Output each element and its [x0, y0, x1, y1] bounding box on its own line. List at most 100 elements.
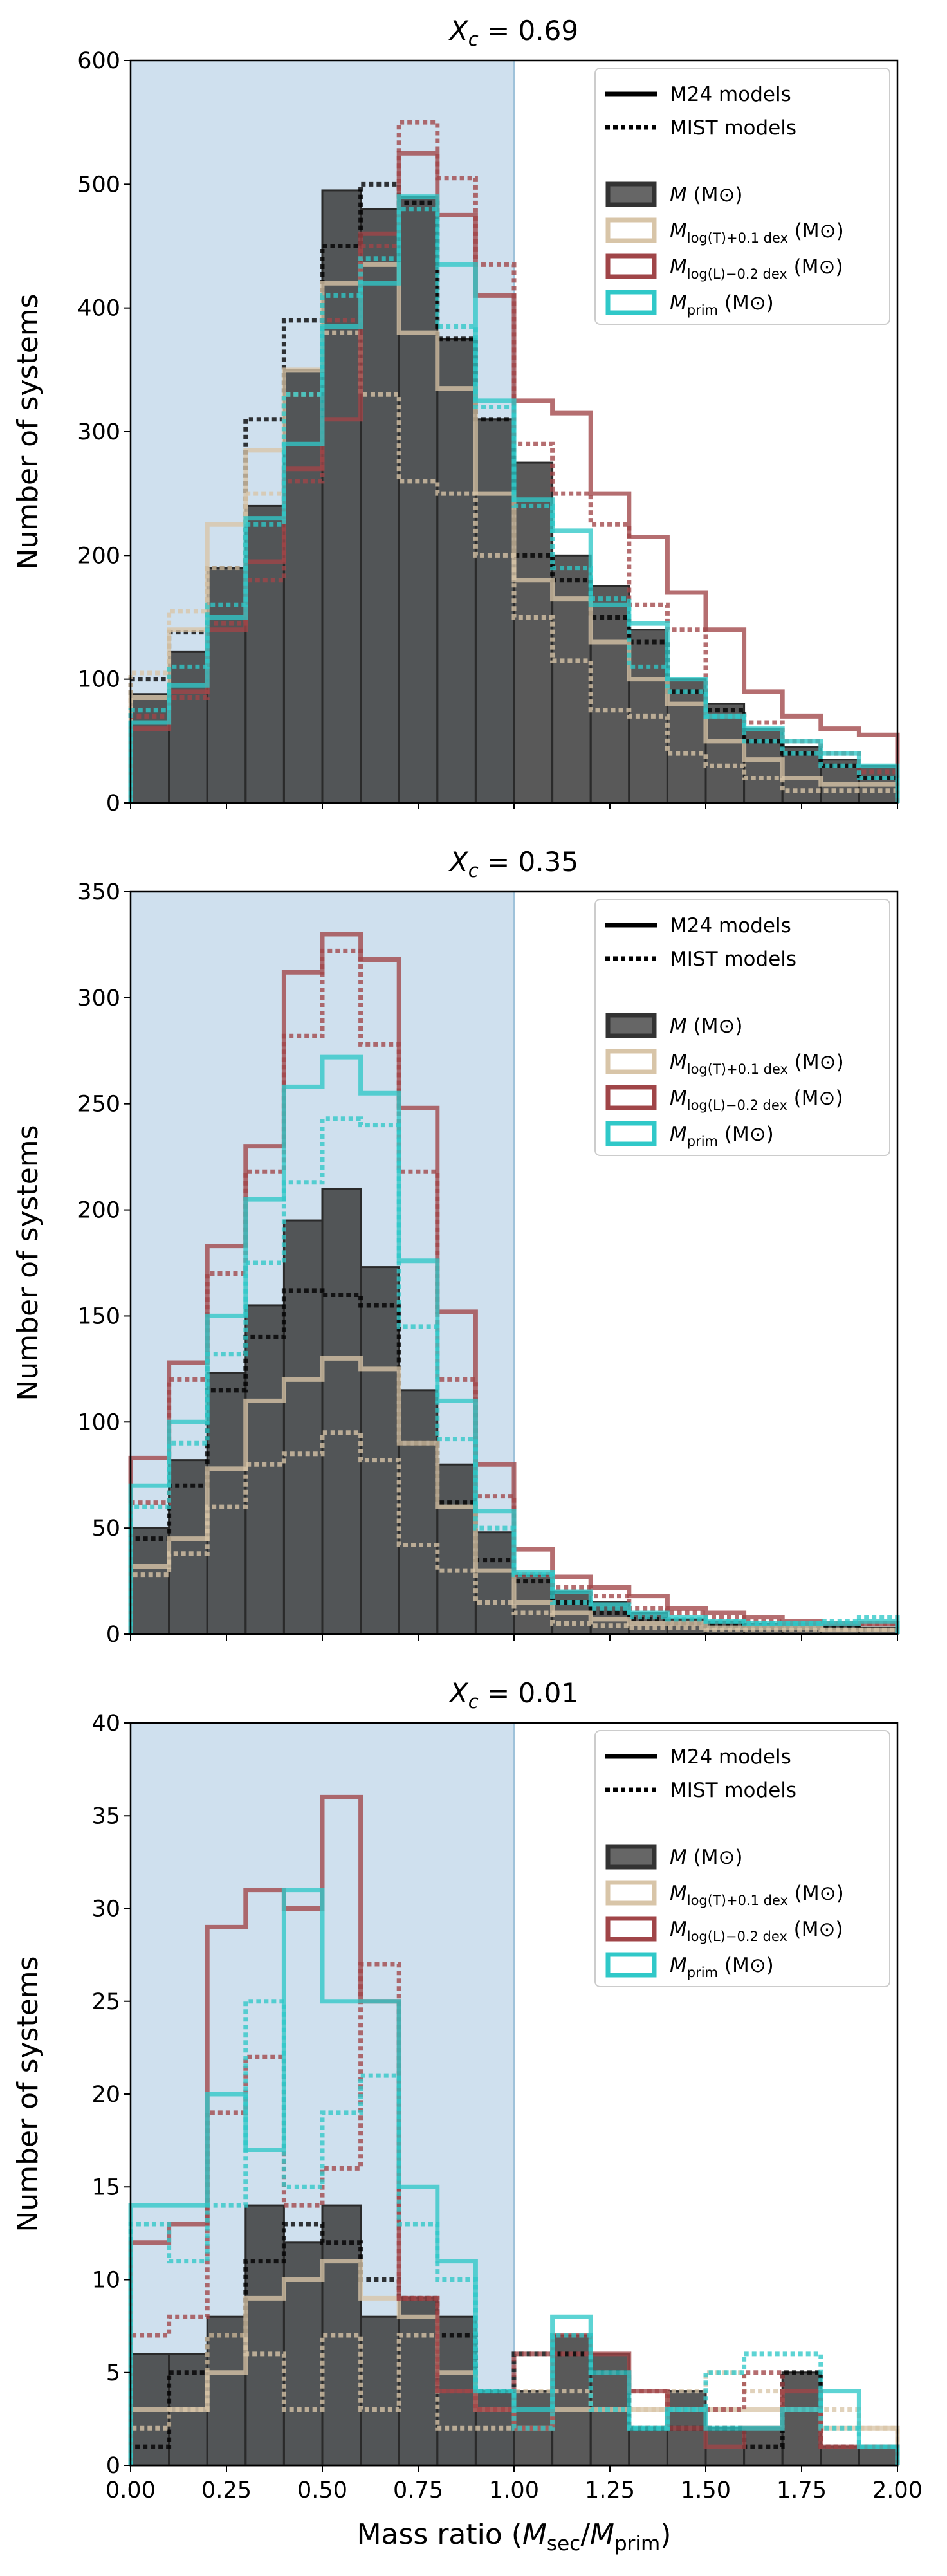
title-subscript: c — [468, 28, 479, 50]
legend-label: Mprim (M⊙) — [670, 1954, 774, 1980]
legend-m: M — [670, 291, 687, 315]
x-axis-label: Mass ratio (Msec/Mprim) — [357, 2518, 672, 2555]
histogram-step — [128, 2333, 900, 2465]
legend-box — [594, 68, 890, 325]
legend-m: M — [670, 1051, 687, 1074]
y-tick-label: 40 — [91, 1711, 120, 1736]
title-value: = 0.69 — [479, 15, 578, 46]
legend-label: M24 models — [670, 914, 791, 937]
bar — [820, 2445, 860, 2467]
x-label-text: Mass ratio ( — [357, 2518, 522, 2551]
x-tick-label: 1.25 — [585, 2478, 635, 2503]
legend-m: M — [670, 1846, 687, 1869]
legend-m: M — [670, 219, 687, 243]
y-tick-label: 25 — [91, 1989, 120, 2015]
legend-label: Mlog(L)−0.2 dex (M⊙) — [670, 1087, 843, 1113]
y-tick-label: 10 — [91, 2268, 120, 2294]
x-label-close: ) — [660, 2518, 671, 2551]
chart-title: Xc = 0.35 — [448, 846, 578, 881]
legend-label: M (M⊙) — [670, 1015, 743, 1038]
legend-patch-swatch — [605, 181, 657, 207]
legend-patch-swatch — [605, 1952, 657, 1978]
chart-panel-3: 0 5 10 15 20 25 30 35 40 0.00 0.25 0.50 0.75 1.00 1.25… — [12, 1677, 923, 2555]
x-label-m: M — [522, 2518, 547, 2551]
y-tick-label: 200 — [77, 1198, 120, 1224]
series-mist-mlog-l- — [128, 1962, 900, 2465]
legend-unit: (M⊙) — [788, 1882, 844, 1905]
legend-label: Mlog(T)+0.1 dex (M⊙) — [670, 1882, 844, 1908]
legend-box — [594, 899, 890, 1156]
legend-unit: (M⊙) — [787, 1087, 843, 1110]
legend-m: M — [670, 1015, 687, 1038]
y-tick-label: 35 — [91, 1803, 120, 1829]
y-tick-label: 50 — [91, 1516, 120, 1541]
legend-patch-swatch — [605, 1121, 657, 1146]
bar — [282, 1219, 324, 1635]
x-tick-label: 0.25 — [201, 2478, 252, 2503]
legend-sub: log(L)−0.2 dex — [687, 266, 787, 282]
legend-sub: log(T)+0.1 dex — [687, 230, 788, 246]
legend-sub: prim — [687, 302, 718, 318]
histogram-step — [128, 1116, 900, 1634]
y-tick-label: 500 — [77, 172, 120, 198]
legend-unit: (M⊙) — [687, 1015, 743, 1038]
legend-box — [594, 1730, 890, 1987]
bar — [244, 2204, 285, 2467]
legend-m: M — [670, 1918, 687, 1941]
bar — [436, 338, 477, 804]
legend-label: MIST models — [670, 948, 796, 971]
y-tick-label: 400 — [77, 296, 120, 322]
legend-unit: (M⊙) — [788, 219, 844, 243]
bar — [398, 1389, 439, 1635]
legend-m: M — [670, 183, 687, 207]
legend-m: M — [670, 1123, 687, 1146]
bar — [168, 650, 208, 804]
legend-label: M (M⊙) — [670, 183, 743, 207]
bar — [282, 2241, 324, 2467]
y-axis-label: Number of systems — [12, 293, 44, 569]
bar — [436, 1463, 477, 1635]
bar — [474, 418, 515, 804]
x-tick-label: 0.00 — [106, 2478, 156, 2503]
y-tick-label: 250 — [77, 1092, 120, 1118]
legend-unit: (M⊙) — [718, 291, 774, 315]
legend-label: M24 models — [670, 1745, 791, 1769]
legend-unit: (M⊙) — [787, 1918, 843, 1941]
y-tick-label: 15 — [91, 2175, 120, 2200]
bar — [244, 1304, 285, 1635]
legend-patch-swatch — [605, 1013, 657, 1038]
bar — [321, 1188, 362, 1635]
y-tick-label: 0 — [106, 791, 120, 816]
series-m24-mprim — [128, 194, 900, 803]
title-value: = 0.01 — [479, 1677, 578, 1709]
legend-label: Mlog(L)−0.2 dex (M⊙) — [670, 1918, 843, 1944]
legend-unit: (M⊙) — [787, 255, 843, 279]
chart-panel-1: 0 100 200 300 400 500 600 Xc = 0.69 Number of sy… — [12, 15, 900, 816]
y-tick-label: 0 — [106, 2453, 120, 2479]
legend-sub: log(L)−0.2 dex — [687, 1098, 787, 1113]
series-m24-mlog-l- — [128, 932, 900, 1634]
title-subscript: c — [468, 1691, 479, 1713]
legend-sub: log(T)+0.1 dex — [687, 1062, 788, 1077]
legend-m: M — [670, 1954, 687, 1977]
x-label-sub: sec — [547, 2532, 580, 2555]
title-symbol: X — [448, 846, 469, 878]
series-mist-mlog-t- — [128, 1430, 900, 1634]
bar — [781, 2371, 822, 2467]
legend-label: M24 models — [670, 83, 791, 106]
bar — [206, 1372, 247, 1635]
bar — [206, 2315, 247, 2467]
x-tick-label: 1.00 — [489, 2478, 539, 2503]
series-m24-mlog-t- — [128, 2259, 900, 2465]
y-tick-label: 600 — [77, 48, 120, 74]
x-label-sub2: prim — [614, 2532, 660, 2555]
legend-patch-swatch — [605, 217, 657, 243]
x-tick-label: 1.50 — [681, 2478, 731, 2503]
y-tick-label: 5 — [106, 2360, 120, 2386]
title-symbol: X — [448, 1677, 469, 1709]
title-symbol: X — [448, 15, 469, 46]
series-mist-mlog-t- — [128, 2333, 900, 2465]
